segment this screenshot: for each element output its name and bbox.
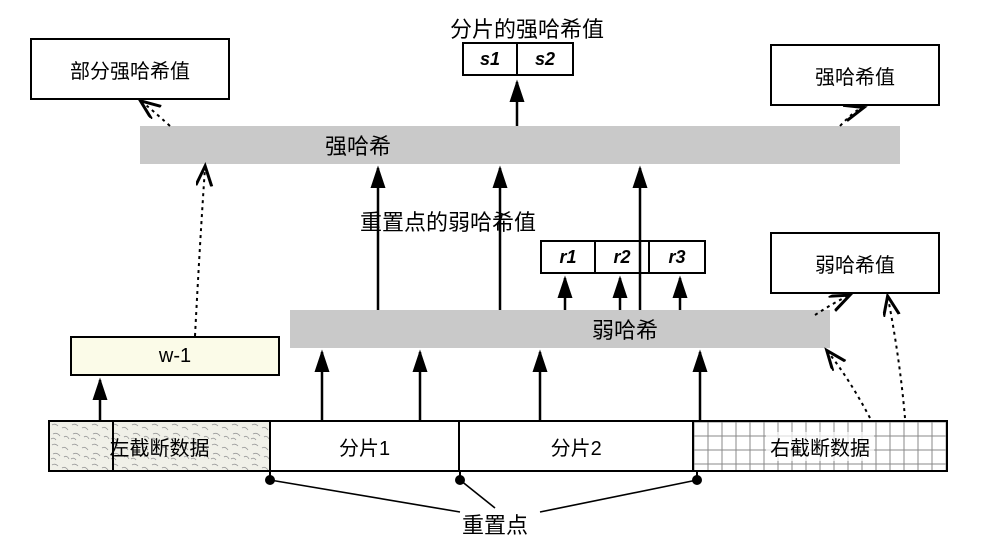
cell-s1: s1 xyxy=(464,44,518,74)
cell-r2: r2 xyxy=(596,242,650,272)
strip-right-trunc: 右截断数据 xyxy=(694,422,946,470)
box-weak-hash-value: 弱哈希值 xyxy=(770,232,940,294)
s-cells: s1 s2 xyxy=(462,42,574,76)
label-weak-hash-reset: 重置点的弱哈希值 xyxy=(360,205,536,237)
bar-strong-hash-label: 强哈希 xyxy=(325,129,391,161)
title-strong-hash-values: 分片的强哈希值 xyxy=(450,12,604,44)
bar-strong-hash: 强哈希 xyxy=(140,126,900,164)
bar-weak-hash: 弱哈希 xyxy=(290,310,830,348)
box-strong-hash-value: 强哈希值 xyxy=(770,44,940,106)
strip-shard2: 分片2 xyxy=(460,422,694,470)
box-partial-strong-hash: 部分强哈希值 xyxy=(30,38,230,100)
data-strip: 左截断数据 分片1 分片2 右截断数据 xyxy=(48,420,948,472)
bar-weak-hash-label: 弱哈希 xyxy=(592,313,658,345)
r-cells: r1 r2 r3 xyxy=(540,240,706,274)
strip-left-trunc-label: 左截断数据 xyxy=(110,432,210,461)
box-w-minus-1: w-1 xyxy=(70,336,280,376)
cell-r1: r1 xyxy=(542,242,596,272)
strip-left-trunc: 左截断数据 xyxy=(50,422,271,470)
hash-diagram: 分片的强哈希值 s1 s2 部分强哈希值 强哈希值 强哈希 重置点的弱哈希值 r… xyxy=(0,0,1000,541)
label-reset-points: 重置点 xyxy=(462,508,528,540)
cell-s2: s2 xyxy=(518,44,572,74)
cell-r3: r3 xyxy=(650,242,704,272)
strip-right-trunc-label: 右截断数据 xyxy=(766,432,874,461)
strip-shard1: 分片1 xyxy=(271,422,460,470)
